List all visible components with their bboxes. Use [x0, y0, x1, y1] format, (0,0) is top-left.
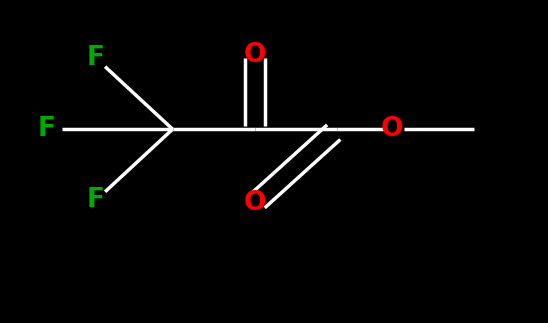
Text: F: F [38, 116, 55, 142]
Text: F: F [87, 187, 105, 213]
Text: F: F [87, 45, 105, 71]
Text: O: O [243, 42, 266, 68]
Text: O: O [380, 116, 403, 142]
Text: O: O [243, 191, 266, 216]
